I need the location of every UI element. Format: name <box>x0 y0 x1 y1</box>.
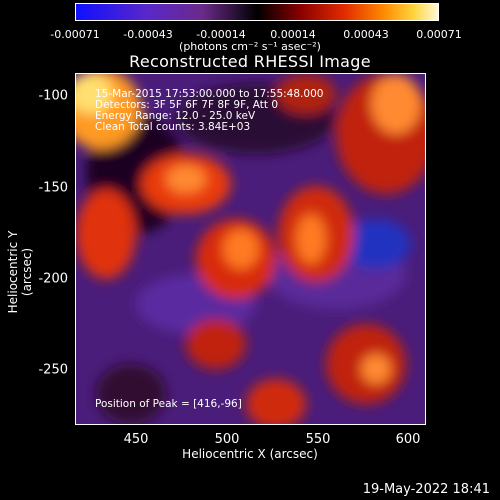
clean-counts-label: Clean Total counts: 3.84E+03 <box>95 121 251 133</box>
colorbar-tick: 0.00043 <box>343 28 389 41</box>
detectors-label: Detectors: 3F 5F 6F 7F 8F 9F, Att 0 <box>95 99 279 111</box>
time-range-label: 15-Mar-2015 17:53:00.000 to 17:55:48.000 <box>95 88 324 100</box>
x-tick: 600 <box>395 432 421 447</box>
x-axis-label: Heliocentric X (arcsec) <box>182 447 318 461</box>
y-tick: -250 <box>38 362 68 378</box>
colorbar-tick: -0.00014 <box>196 28 246 41</box>
colorbar-tick: 0.00071 <box>416 28 462 41</box>
x-tick: 450 <box>123 432 149 447</box>
colorbar <box>75 3 439 21</box>
y-tick: -200 <box>38 271 68 287</box>
x-tick: 500 <box>214 432 240 447</box>
energy-range-label: Energy Range: 12.0 - 25.0 keV <box>95 110 256 122</box>
date-stamp: 19-May-2022 18:41 <box>362 482 490 497</box>
y-tick: -100 <box>38 88 68 104</box>
colorbar-tick: -0.00043 <box>123 28 173 41</box>
emission-blobs <box>76 74 425 424</box>
y-axis-label: Heliocentric Y (arcsec) <box>6 230 34 314</box>
colorbar-tick: -0.00071 <box>50 28 100 41</box>
colorbar-units: (photons cm⁻² s⁻¹ asec⁻²) <box>179 40 321 53</box>
rhessi-image <box>76 74 425 424</box>
colorbar-tick: 0.00014 <box>270 28 316 41</box>
image-title: Reconstructed RHESSI Image <box>129 52 371 71</box>
peak-position-label: Position of Peak = [416,-96] <box>95 398 242 410</box>
rhessi-image-plot: 15-Mar-2015 17:53:00.000 to 17:55:48.000… <box>75 73 426 425</box>
y-tick: -150 <box>38 180 68 196</box>
x-tick: 550 <box>305 432 331 447</box>
